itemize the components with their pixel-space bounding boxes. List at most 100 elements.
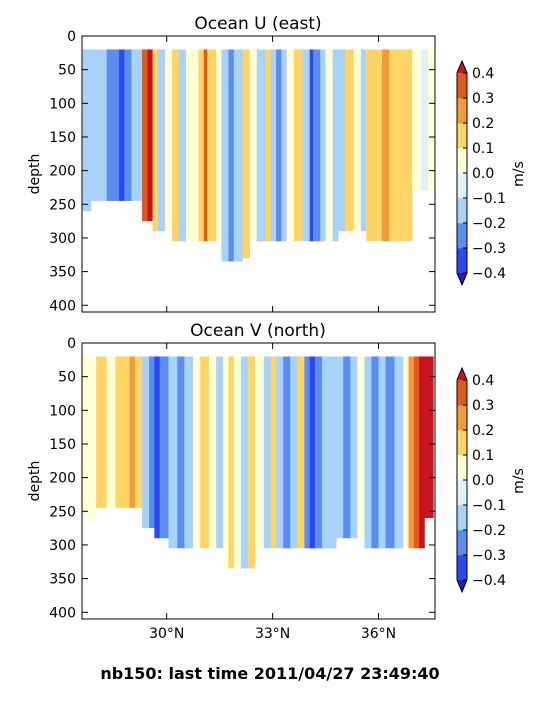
colorbar-bin — [457, 405, 467, 431]
contour-band — [412, 49, 422, 191]
contour-band — [159, 356, 169, 539]
colorbar-bin — [457, 530, 467, 556]
colorbar-bin — [457, 248, 467, 274]
colorbar-tick-label: −0.2 — [472, 216, 506, 232]
colorbar-tick-label: 0.1 — [472, 141, 494, 157]
plot-frame — [81, 35, 436, 313]
y-tick-label: 400 — [49, 605, 76, 621]
y-tick-label: 350 — [49, 265, 76, 281]
contour-band — [343, 356, 351, 539]
contour-field — [82, 356, 434, 569]
colorbar-extend-top — [457, 368, 467, 380]
contour-band — [216, 49, 222, 242]
y-axis-label: depth — [27, 461, 43, 502]
y-tick-label: 350 — [49, 572, 76, 588]
contour-band — [309, 49, 314, 242]
contour-band — [223, 356, 229, 569]
contour-band — [154, 356, 161, 539]
contour-band — [283, 356, 291, 549]
contour-band — [286, 49, 295, 242]
x-tick-label: 30°N — [149, 626, 184, 642]
contour-band — [149, 356, 155, 529]
colorbar: 0.4 0.3 0.2 0.1 0.0 −0.1 −0.2 −0.3 −0.4 — [456, 59, 506, 287]
y-axis: 0 50 100 150 200 250 300 350 400 — [49, 336, 435, 621]
colorbar-bin — [457, 480, 467, 506]
contour-band — [152, 49, 159, 232]
contour-band — [270, 356, 277, 549]
colorbar-tick-label: −0.1 — [472, 191, 506, 207]
colorbar-tick-label: 0.1 — [472, 448, 494, 464]
contour-band — [233, 49, 244, 262]
colorbar-tick-label: −0.4 — [472, 573, 506, 589]
colorbar-label: m/s — [511, 161, 527, 187]
contour-band — [131, 49, 143, 201]
chart-title: Ocean V (north) — [190, 321, 326, 341]
contour-band — [371, 356, 379, 549]
contour-band — [314, 356, 323, 549]
contour-band — [385, 356, 395, 549]
contour-band — [147, 49, 153, 222]
contour-band — [177, 356, 185, 549]
colorbar-bin — [457, 505, 467, 531]
contour-band — [82, 49, 92, 212]
colorbar-tick-label: −0.2 — [472, 523, 506, 539]
colorbar-bin — [457, 455, 467, 481]
contour-band — [142, 49, 148, 222]
contour-band — [399, 49, 413, 242]
contour-band — [420, 49, 429, 191]
y-tick-label: 100 — [49, 403, 76, 419]
plot-frame — [81, 342, 436, 620]
contour-band — [419, 356, 425, 549]
contour-band — [265, 49, 272, 242]
contour-band — [96, 356, 108, 508]
contour-band — [302, 49, 311, 242]
contour-band — [320, 49, 326, 242]
contour-band — [329, 356, 337, 549]
y-tick-label: 50 — [58, 63, 76, 79]
contour-band — [403, 356, 409, 549]
contour-band — [337, 49, 346, 232]
contour-band — [209, 356, 217, 549]
contour-band — [344, 49, 355, 232]
colorbar-tick-label: 0.0 — [472, 166, 494, 182]
contour-band — [249, 49, 258, 242]
panel-ocean-u: Ocean U (east) depth 0 50 100 150 200 250 300 3… — [27, 14, 527, 314]
y-tick-label: 100 — [49, 96, 76, 112]
x-tick-label: 33°N — [255, 626, 290, 642]
colorbar-tick-label: 0.2 — [472, 423, 494, 439]
y-tick-label: 50 — [58, 370, 76, 386]
colorbar-extend-bottom — [457, 580, 467, 592]
contour-band — [216, 356, 224, 549]
x-axis: 30°N 33°N 36°N — [149, 343, 396, 642]
contour-band — [186, 49, 199, 242]
colorbar-bin — [457, 223, 467, 249]
colorbar-bin — [457, 380, 467, 406]
contour-band — [313, 49, 321, 242]
contour-band — [270, 49, 277, 242]
contour-band — [82, 356, 97, 519]
colorbar-tick-label: −0.1 — [472, 498, 506, 514]
y-axis: 0 50 100 150 200 250 300 350 400 — [49, 29, 435, 314]
contour-band — [332, 49, 339, 242]
colorbar-tick-label: −0.4 — [472, 266, 506, 282]
colorbar-tick-label: −0.3 — [472, 548, 506, 564]
contour-band — [276, 49, 282, 242]
colorbar-bin — [457, 173, 467, 199]
colorbar-tick-label: 0.4 — [472, 373, 494, 389]
colorbar-tick-label: −0.3 — [472, 241, 506, 257]
contour-band — [394, 356, 404, 549]
contour-band — [129, 356, 136, 508]
contour-band — [357, 356, 365, 539]
y-tick-label: 150 — [49, 130, 76, 146]
contour-band — [172, 49, 180, 242]
contour-band — [228, 356, 235, 569]
colorbar-bin — [457, 98, 467, 124]
contour-band — [374, 49, 383, 242]
contour-band — [413, 356, 420, 549]
contour-band — [382, 49, 390, 242]
y-tick-label: 0 — [67, 336, 76, 352]
contour-band — [364, 356, 372, 549]
contour-band — [378, 356, 386, 549]
contour-band — [184, 356, 194, 549]
colorbar-bin — [457, 73, 467, 99]
